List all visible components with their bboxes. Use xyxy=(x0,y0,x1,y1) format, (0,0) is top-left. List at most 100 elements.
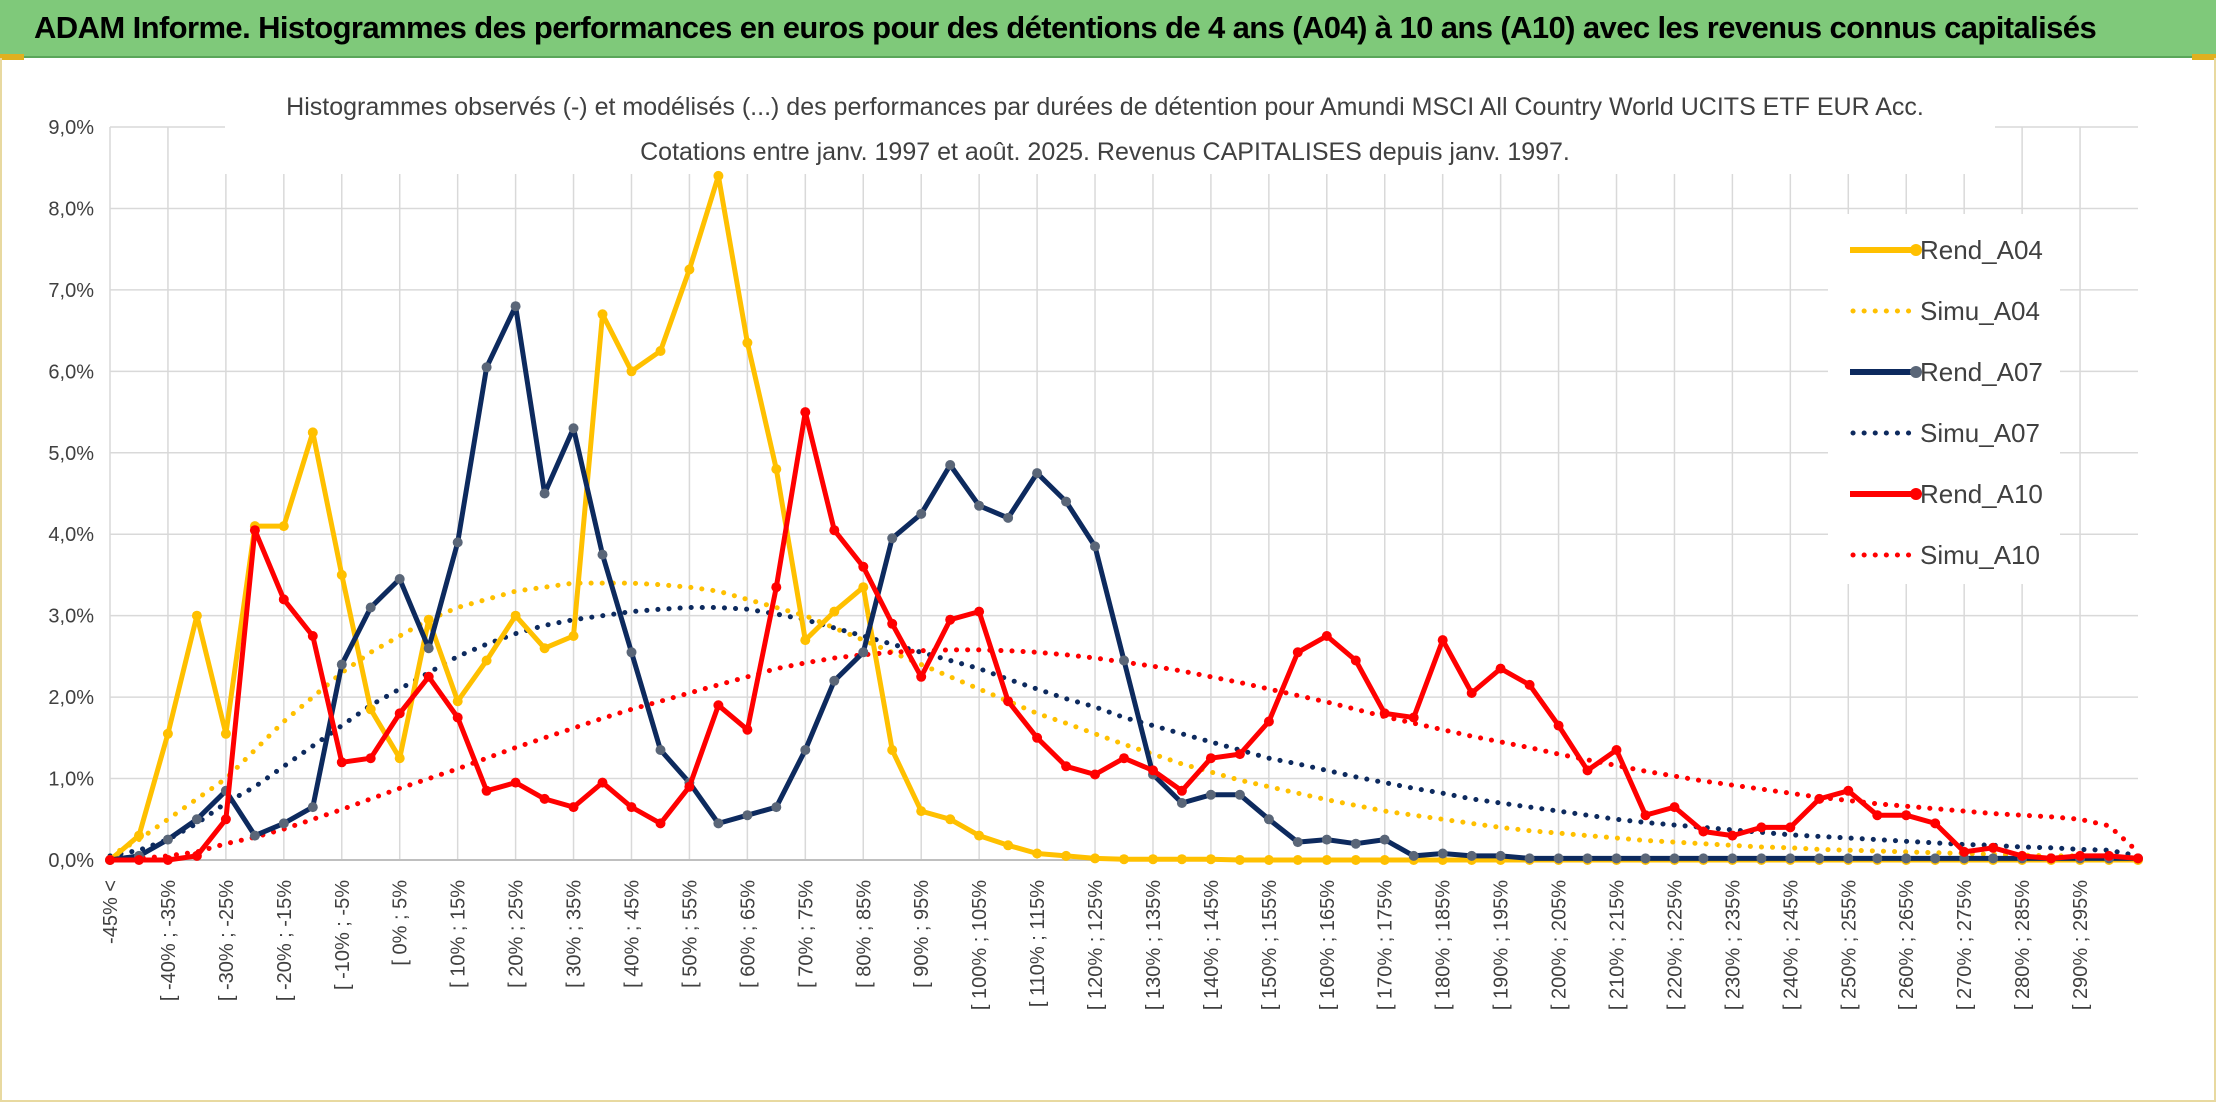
report-banner: ADAM Informe. Histogrammes des performan… xyxy=(0,0,2216,58)
data-point-Rend_A10 xyxy=(1379,708,1390,719)
data-point-Rend_A04 xyxy=(481,655,492,666)
data-point-Rend_A10 xyxy=(452,712,463,723)
x-tick-label: [ 200% ; 205% xyxy=(1549,880,1571,1010)
data-point-Rend_A04 xyxy=(134,830,144,841)
data-point-Rend_A04 xyxy=(1003,840,1014,851)
data-point-Rend_A07 xyxy=(1901,853,1912,864)
data-point-Rend_A07 xyxy=(1263,814,1274,825)
data-point-Rend_A04 xyxy=(1119,854,1129,865)
x-tick-label: [ 50% ; 55% xyxy=(679,880,701,988)
data-point-Rend_A07 xyxy=(1756,853,1767,864)
data-point-Rend_A10 xyxy=(2017,850,2028,861)
x-tick-label: [ 210% ; 215% xyxy=(1607,880,1629,1010)
data-point-Rend_A04 xyxy=(1061,850,1072,861)
data-point-Rend_A10 xyxy=(626,802,637,813)
data-point-Rend_A10 xyxy=(278,594,289,605)
data-point-Rend_A07 xyxy=(1408,850,1419,861)
x-tick-label: [ 150% ; 155% xyxy=(1259,880,1281,1010)
data-point-Rend_A10 xyxy=(2133,853,2143,864)
data-point-Rend_A10 xyxy=(945,614,956,625)
series-Rend_A07 xyxy=(105,301,2143,865)
series-Simu_A04 xyxy=(107,580,2141,861)
legend-label: Simu_A04 xyxy=(1920,296,2040,326)
x-tick-label: [ 110% ; 115% xyxy=(1027,880,1049,1007)
data-point-Rend_A07 xyxy=(800,745,811,755)
x-tick-label: [ 70% ; 75% xyxy=(795,880,817,988)
data-point-Rend_A10 xyxy=(1669,802,1680,813)
data-point-Rend_A10 xyxy=(365,753,376,764)
x-tick-label: [ 90% ; 95% xyxy=(911,880,933,988)
data-point-Rend_A07 xyxy=(887,533,898,544)
data-point-Rend_A07 xyxy=(1205,789,1216,800)
data-point-Rend_A07 xyxy=(1988,853,1999,864)
legend-item-Simu_A07: Simu_A07 xyxy=(1850,418,2040,448)
data-point-Rend_A07 xyxy=(829,675,840,686)
data-point-Rend_A10 xyxy=(916,671,927,682)
x-tick-label: [ 120% ; 125% xyxy=(1085,880,1107,1010)
data-point-Rend_A07 xyxy=(1321,834,1332,845)
legend-marker xyxy=(1910,366,1922,378)
x-tick-label: [ 230% ; 235% xyxy=(1722,880,1744,1010)
data-point-Rend_A10 xyxy=(1495,663,1506,674)
data-point-Rend_A10 xyxy=(1582,765,1593,776)
data-point-Rend_A04 xyxy=(220,728,231,739)
x-tick-label: [ 180% ; 185% xyxy=(1433,880,1455,1010)
data-point-Rend_A07 xyxy=(1843,853,1854,864)
data-point-Rend_A04 xyxy=(539,643,550,654)
legend-item-Simu_A10: Simu_A10 xyxy=(1850,540,2040,570)
data-point-Rend_A10 xyxy=(481,785,492,796)
x-tick-label: [ -20% ; -15% xyxy=(274,880,296,1001)
x-tick-label: [ 250% ; 255% xyxy=(1838,880,1860,1010)
data-point-Rend_A10 xyxy=(800,407,811,418)
data-point-Rend_A10 xyxy=(423,671,434,682)
data-point-Rend_A10 xyxy=(1698,826,1709,837)
data-point-Rend_A10 xyxy=(568,802,579,813)
data-point-Rend_A10 xyxy=(1553,720,1564,731)
data-point-Rend_A07 xyxy=(713,818,724,829)
data-point-Rend_A07 xyxy=(1669,853,1680,864)
data-point-Rend_A10 xyxy=(539,793,550,804)
data-point-Rend_A10 xyxy=(220,814,231,825)
y-tick-label: 2,0% xyxy=(48,687,94,709)
data-point-Rend_A10 xyxy=(974,606,985,617)
data-point-Rend_A10 xyxy=(771,582,782,593)
legend-item-Rend_A10: Rend_A10 xyxy=(1850,479,2043,509)
x-tick-label: [ 20% ; 25% xyxy=(506,880,528,988)
data-point-Rend_A10 xyxy=(162,855,173,865)
data-point-Rend_A10 xyxy=(394,708,405,719)
data-point-Rend_A04 xyxy=(568,631,579,641)
data-point-Rend_A10 xyxy=(1959,846,1970,857)
legend-item-Rend_A04: Rend_A04 xyxy=(1850,235,2043,265)
series-line-Simu_A07 xyxy=(107,605,2141,859)
data-point-Rend_A07 xyxy=(916,508,927,519)
data-point-Rend_A10 xyxy=(1611,745,1622,755)
data-point-Rend_A10 xyxy=(1756,822,1767,833)
data-point-Rend_A04 xyxy=(278,521,289,532)
data-point-Rend_A07 xyxy=(1119,655,1129,666)
chart-subtitle: Cotations entre janv. 1997 et août. 2025… xyxy=(640,138,1570,166)
y-tick-label: 9,0% xyxy=(48,117,94,139)
data-point-Rend_A07 xyxy=(1611,853,1622,864)
data-point-Rend_A04 xyxy=(1234,855,1245,865)
data-point-Rend_A04 xyxy=(858,582,869,593)
data-point-Rend_A04 xyxy=(394,753,405,764)
data-point-Rend_A07 xyxy=(974,500,985,511)
data-point-Rend_A07 xyxy=(394,574,405,584)
data-point-Rend_A04 xyxy=(510,610,521,621)
data-point-Rend_A04 xyxy=(800,635,811,646)
x-tick-label: [ -30% ; -25% xyxy=(216,880,238,1001)
data-point-Rend_A04 xyxy=(1321,855,1332,865)
data-point-Rend_A07 xyxy=(278,818,289,829)
data-point-Rend_A10 xyxy=(1119,753,1129,764)
series-line-Simu_A04 xyxy=(107,580,2141,861)
data-point-Rend_A10 xyxy=(134,855,144,865)
data-point-Rend_A04 xyxy=(945,814,956,825)
data-point-Rend_A10 xyxy=(829,525,840,536)
x-tick-label: [ 290% ; 295% xyxy=(2070,880,2092,1010)
data-point-Rend_A04 xyxy=(887,745,898,755)
data-point-Rend_A07 xyxy=(1640,853,1651,864)
x-tick-label: [ 160% ; 165% xyxy=(1317,880,1339,1010)
data-point-Rend_A10 xyxy=(1148,765,1158,776)
chart-title-box: Histogrammes observés (-) et modélisés (… xyxy=(225,82,1995,174)
data-point-Rend_A07 xyxy=(1350,838,1361,849)
